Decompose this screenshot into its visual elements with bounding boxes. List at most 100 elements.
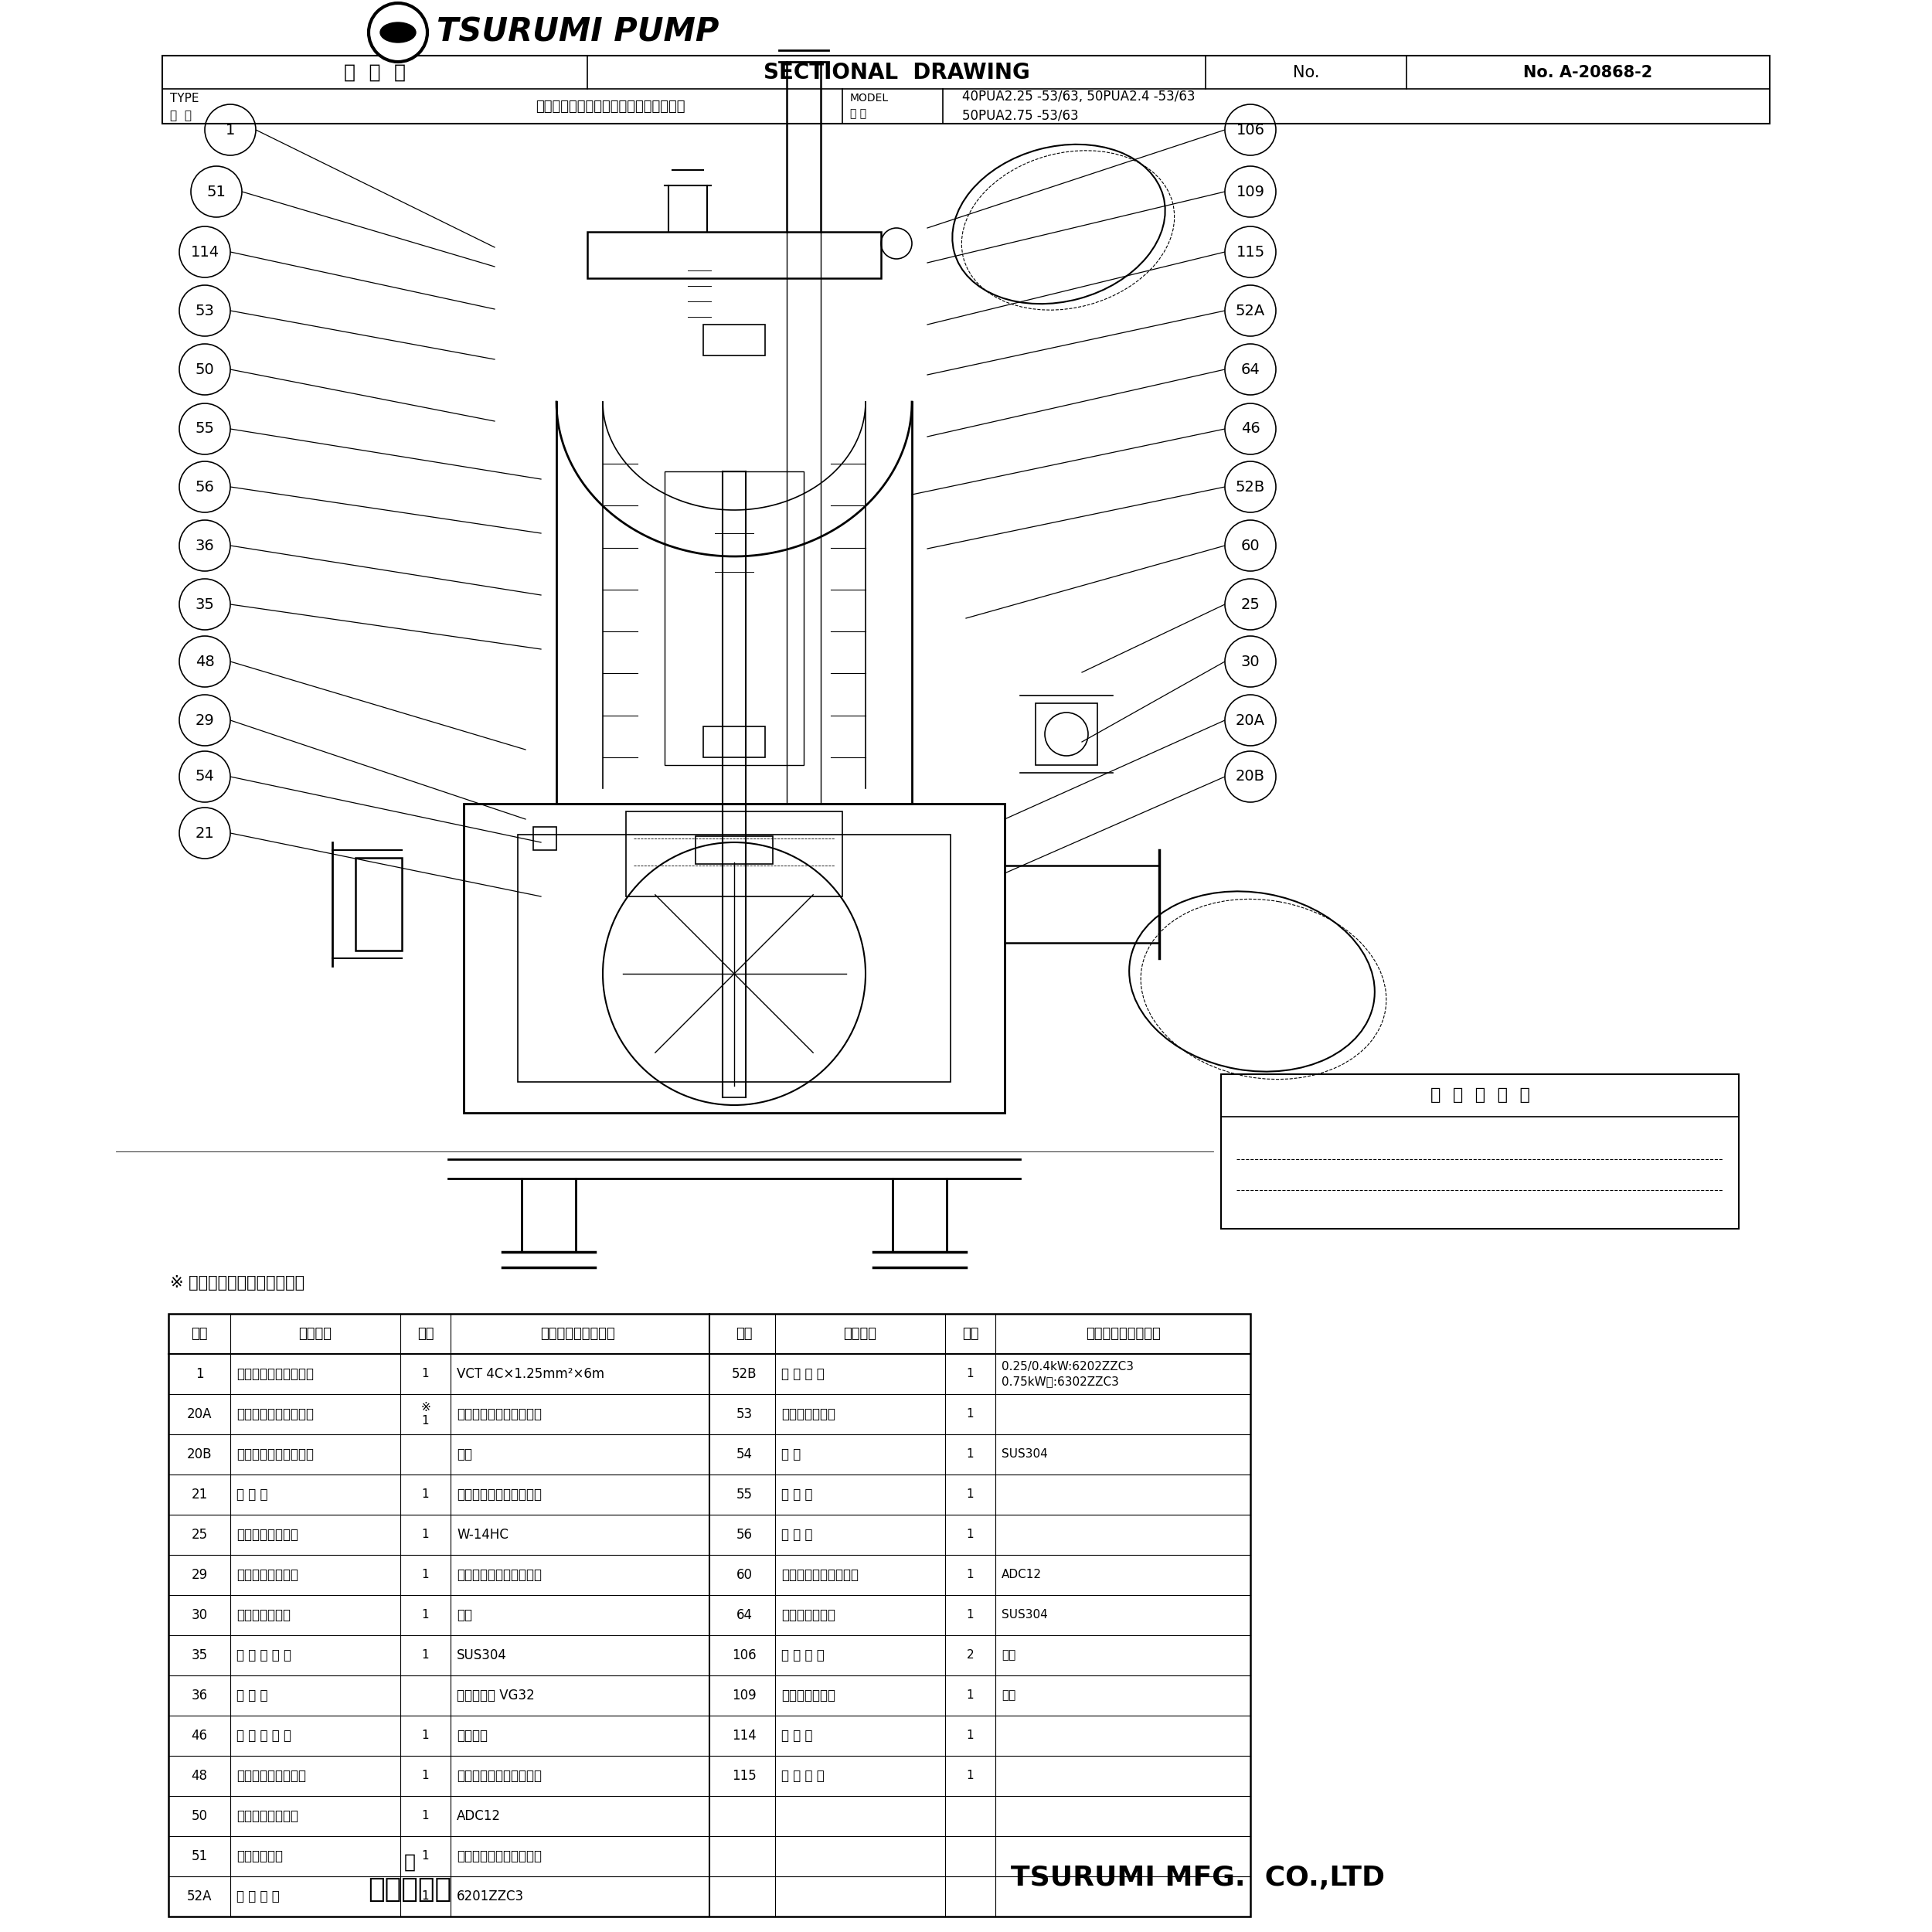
Circle shape [180,462,230,512]
Circle shape [1225,696,1275,746]
Text: ADC12: ADC12 [1001,1569,1041,1580]
Text: 品番: 品番 [191,1327,209,1341]
Circle shape [180,404,230,454]
Bar [168,1314,1250,1917]
Text: 1: 1 [966,1609,974,1621]
Text: 材　質　／　備　考: 材 質 ／ 備 考 [1086,1327,1161,1341]
Text: 52A: 52A [187,1889,213,1903]
Text: 1: 1 [966,1408,974,1420]
Circle shape [1225,226,1275,278]
Text: 1: 1 [421,1528,429,1540]
Circle shape [1225,580,1275,630]
Text: ※
1: ※ 1 [421,1403,431,1426]
Bar [162,56,1770,124]
Text: 21: 21 [195,825,214,840]
Bar [703,726,765,757]
Text: 樹脂: 樹脂 [456,1607,471,1623]
Text: 106: 106 [732,1648,757,1662]
Text: 51: 51 [191,1849,207,1862]
Bar [703,325,765,355]
Text: 羽 根 車: 羽 根 車 [236,1488,269,1501]
Text: 64: 64 [736,1607,752,1623]
Text: 52B: 52B [732,1368,757,1381]
Text: 53: 53 [195,303,214,319]
Text: 56: 56 [736,1528,752,1542]
Text: 6201ZZC3: 6201ZZC3 [456,1889,524,1903]
Text: 1: 1 [421,1368,429,1379]
Text: TSURUMI MFG.  CO.,LTD: TSURUMI MFG. CO.,LTD [1010,1864,1385,1891]
Text: 2: 2 [966,1650,974,1662]
Bar [696,837,773,864]
Text: 35: 35 [195,597,214,612]
Text: 下部ポンプケーシング: 下部ポンプケーシング [236,1447,313,1461]
Text: 64: 64 [1240,361,1260,377]
Text: モータフレーム: モータフレーム [781,1607,835,1623]
Text: 1: 1 [421,1851,429,1862]
Text: 樹脂: 樹脂 [1001,1650,1016,1662]
Text: 48: 48 [191,1770,207,1783]
Text: メカニカルシール: メカニカルシール [236,1528,298,1542]
Text: 20B: 20B [1236,769,1265,784]
Text: SUS304: SUS304 [456,1648,506,1662]
Text: ベアリングハウジング: ベアリングハウジング [781,1569,858,1582]
Text: 106: 106 [1236,122,1265,137]
Text: ADC12: ADC12 [456,1808,500,1824]
Text: オイルリフター: オイルリフター [236,1607,290,1623]
Circle shape [1225,344,1275,394]
Text: エ ア バ ル ブ: エ ア バ ル ブ [236,1729,292,1743]
Text: 1: 1 [966,1490,974,1501]
Text: 52B: 52B [1236,479,1265,495]
Text: 個数: 個数 [417,1327,433,1341]
Circle shape [1225,636,1275,688]
Text: 1: 1 [195,1368,203,1381]
Text: 29: 29 [191,1569,207,1582]
Text: 1: 1 [226,122,236,137]
Text: TYPE: TYPE [170,93,199,104]
Text: 1: 1 [421,1770,429,1781]
Text: 汚物用水中ハイスピンポンプ（自動形）: 汚物用水中ハイスピンポンプ（自動形） [535,99,686,114]
Text: ㈱: ㈱ [404,1853,415,1872]
Text: 115: 115 [732,1770,757,1783]
Text: 1: 1 [966,1449,974,1461]
Text: 109: 109 [1236,184,1265,199]
Text: 品　　名: 品 名 [299,1327,332,1341]
Text: 1: 1 [966,1770,974,1781]
Text: 50: 50 [195,361,214,377]
Text: フ ロ ー ト: フ ロ ー ト [781,1648,825,1662]
Circle shape [180,752,230,802]
Text: フロートパイプ: フロートパイプ [781,1689,835,1702]
Text: 1: 1 [421,1650,429,1662]
Text: 1: 1 [421,1810,429,1822]
Text: 30: 30 [191,1607,207,1623]
Text: モータ保護装置: モータ保護装置 [781,1406,835,1422]
Bar [464,804,1005,1113]
Text: 29: 29 [195,713,214,728]
Text: 上 部 軸 受: 上 部 軸 受 [236,1889,280,1903]
Text: 115: 115 [1236,245,1265,259]
Text: 21: 21 [191,1488,207,1501]
Text: 潤 滑 油: 潤 滑 油 [236,1689,269,1702]
Text: キャプタイヤケーブル: キャプタイヤケーブル [236,1368,313,1381]
Text: 36: 36 [195,539,214,553]
Text: モータブラケット: モータブラケット [236,1808,298,1824]
Circle shape [180,344,230,394]
Text: 114: 114 [732,1729,757,1743]
Text: リ レ ー: リ レ ー [781,1729,813,1743]
Text: 35: 35 [191,1648,207,1662]
Text: 回 転 子: 回 転 子 [781,1488,813,1501]
Text: 46: 46 [1240,421,1260,437]
Text: 樹脂（ガラス繊維入り）: 樹脂（ガラス繊維入り） [456,1569,541,1582]
Text: 型 式: 型 式 [850,108,866,120]
Text: 個数: 個数 [962,1327,980,1341]
Text: 鶴見製作所: 鶴見製作所 [367,1876,452,1903]
Text: 55: 55 [736,1488,752,1501]
Text: 樹脂: 樹脂 [456,1447,471,1461]
Ellipse shape [381,23,415,43]
Circle shape [1225,166,1275,216]
Text: 樹脂（ガラス繊維入り）: 樹脂（ガラス繊維入り） [456,1849,541,1862]
Text: 1: 1 [966,1528,974,1540]
Text: 固 定 子: 固 定 子 [781,1528,813,1542]
Text: ガラス球: ガラス球 [456,1729,487,1743]
Text: 名  称: 名 称 [170,110,191,122]
Text: 20A: 20A [187,1406,213,1422]
